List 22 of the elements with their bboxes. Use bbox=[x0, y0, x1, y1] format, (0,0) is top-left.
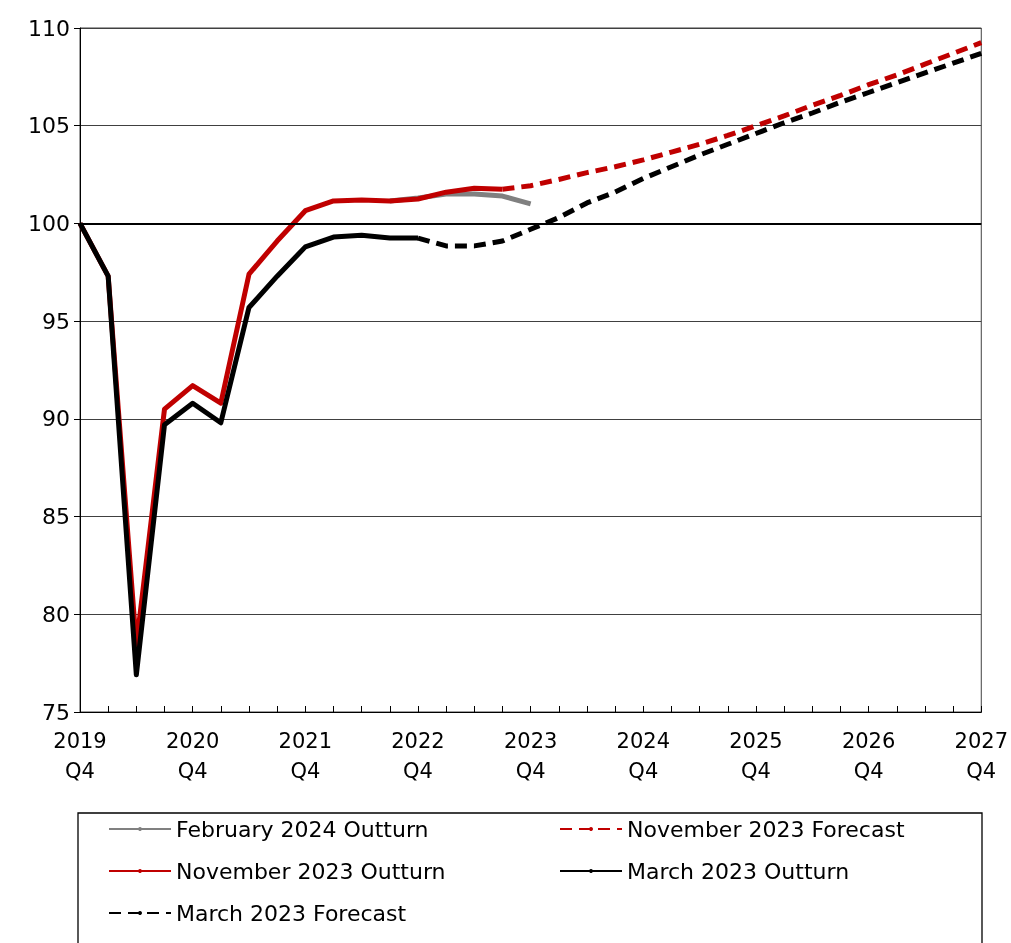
y-tick-label: 75 bbox=[42, 699, 70, 725]
x-tick-label: 2024 Q4 bbox=[616, 729, 671, 783]
legend-label: February 2024 Outturn bbox=[176, 816, 429, 842]
legend-label: March 2023 Forecast bbox=[176, 900, 407, 926]
x-tick-label: 2025 Q4 bbox=[729, 729, 783, 783]
legend-label: November 2023 Outturn bbox=[176, 858, 446, 884]
x-tick-label: 2023 Q4 bbox=[503, 729, 558, 783]
x-tick-label: 2026 Q4 bbox=[841, 729, 896, 783]
x-tick-label: 2021 Q4 bbox=[278, 729, 333, 783]
y-tick-label: 90 bbox=[42, 406, 70, 432]
x-tick-label: 2020 Q4 bbox=[165, 729, 220, 783]
y-tick-label: 80 bbox=[42, 601, 70, 627]
y-tick-label: 85 bbox=[42, 504, 70, 530]
y-tick-label: 105 bbox=[28, 113, 70, 139]
y-tick-label: 100 bbox=[28, 210, 70, 236]
y-tick-label: 110 bbox=[28, 15, 70, 41]
legend-label: November 2023 Forecast bbox=[627, 816, 905, 842]
y-tick-label: 95 bbox=[42, 308, 70, 334]
x-tick-label: 2022 Q4 bbox=[391, 729, 445, 783]
legend-label: March 2023 Outturn bbox=[627, 858, 850, 884]
x-tick-label: 2019 Q4 bbox=[53, 729, 107, 783]
x-tick-label: 2027 Q4 bbox=[954, 729, 1008, 783]
